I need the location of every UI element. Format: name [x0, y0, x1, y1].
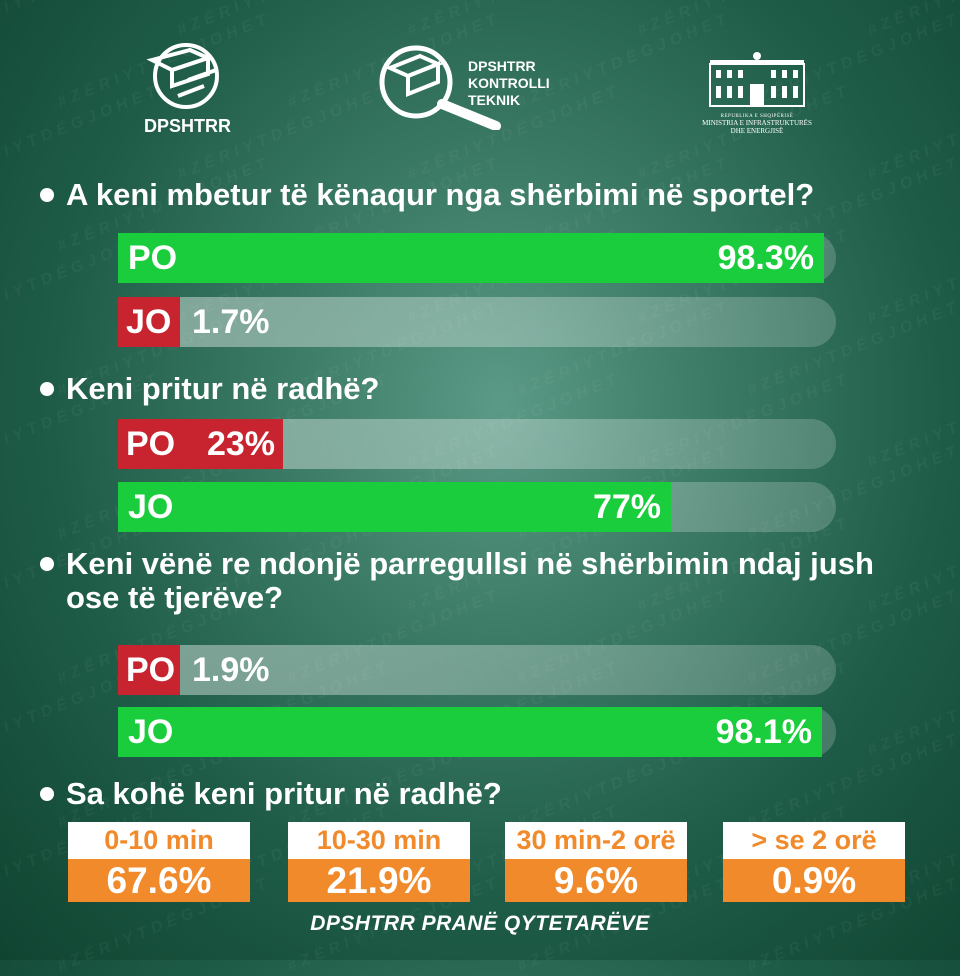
q1-bar-po: PO 98.3%: [118, 233, 836, 283]
logo-center-line-1: DPSHTRR: [468, 58, 536, 74]
bullet-icon: [40, 787, 54, 801]
wait-time-category: 0-10 min: [68, 822, 250, 859]
bar-category-label: JO: [128, 487, 174, 526]
question-4: Sa kohë keni pritur në radhë?: [40, 777, 502, 811]
bar-value-label: 98.1%: [715, 712, 812, 751]
question-1: A keni mbetur të kënaqur nga shërbimi në…: [40, 178, 814, 212]
bar-category-label: PO: [128, 238, 178, 277]
dpshtrr-logo-icon: [146, 43, 219, 109]
watermark-text: #ZËRIYTDËGJOHET: [0, 0, 164, 40]
wait-time-box-4: > se 2 orë 0.9%: [723, 822, 905, 902]
bullet-icon: [40, 382, 54, 396]
q2-bar-jo: JO 77%: [118, 482, 836, 532]
kontrolli-teknik-logo: DPSHTRR KONTROLLI TEKNIK: [376, 42, 576, 132]
bar-category-label: PO: [126, 650, 176, 689]
bar-fill: JO 77%: [118, 482, 671, 532]
q3-bar-po: PO 1.9%: [118, 645, 836, 695]
bar-value-label: 1.9%: [192, 651, 270, 689]
watermark-text: #ZËRIYTDËGJOHET: [865, 82, 960, 184]
bar-value-label: 77%: [592, 487, 661, 526]
watermark-text: #ZËRIYTDËGJOHET: [865, 0, 960, 40]
wait-time-box-3: 30 min-2 orë 9.6%: [505, 822, 687, 902]
bar-category-label: JO: [128, 712, 174, 751]
wait-time-box-2: 10-30 min 21.9%: [288, 822, 470, 902]
logo-center-line-2: KONTROLLI: [468, 75, 550, 91]
wait-time-category: > se 2 orë: [723, 822, 905, 859]
wait-time-value: 0.9%: [723, 859, 905, 902]
ministry-text-line-1: REPUBLIKA E SHQIPËRISË: [720, 114, 794, 119]
bar-fill: PO: [118, 645, 180, 695]
wait-time-value: 67.6%: [68, 859, 250, 902]
bar-fill: PO 23%: [118, 419, 283, 469]
wait-time-value: 21.9%: [288, 859, 470, 902]
bar-fill: JO: [118, 297, 180, 347]
wait-time-category: 10-30 min: [288, 822, 470, 859]
logo-left-text: DPSHTRR: [144, 116, 232, 136]
q3-bar-jo: JO 98.1%: [118, 707, 836, 757]
watermark-text: #ZËRIYTDËGJOHET: [175, 0, 394, 40]
bar-value-label: 1.7%: [192, 303, 270, 341]
watermark-text: #ZËRIYTDËGJOHET: [405, 0, 624, 40]
bar-value-label: 98.3%: [717, 238, 814, 277]
logo-center-line-3: TEKNIK: [468, 92, 521, 108]
dpshtrr-logo: DPSHTRR: [138, 40, 238, 137]
ministry-logo: REPUBLIKA E SHQIPËRISË MINISTRIA E INFRA…: [694, 52, 820, 136]
question-2-text: Keni pritur në radhë?: [66, 371, 380, 406]
bar-fill: PO 98.3%: [118, 233, 824, 283]
question-3-text: Keni vënë re ndonjë parregullsi në shërb…: [66, 546, 874, 615]
bullet-icon: [40, 188, 54, 202]
wait-time-box-1: 0-10 min 67.6%: [68, 822, 250, 902]
ministry-text-line-3: DHE ENERGJISË: [730, 127, 784, 135]
q2-bar-po: PO 23%: [118, 419, 836, 469]
watermark-text: #ZËRIYTDËGJOHET: [865, 370, 960, 472]
question-3: Keni vënë re ndonjë parregullsi në shërb…: [40, 547, 920, 615]
q1-bar-jo: JO 1.7%: [118, 297, 836, 347]
bar-fill: JO 98.1%: [118, 707, 822, 757]
watermark-text: #ZËRIYTDËGJOHET: [865, 226, 960, 328]
watermark-text: #ZËRIYTDËGJOHET: [635, 0, 854, 40]
magnifier-logo-icon: [379, 45, 501, 130]
wait-time-value: 9.6%: [505, 859, 687, 902]
ministry-text-line-2: MINISTRIA E INFRASTRUKTURËS: [702, 119, 812, 127]
bar-value-label: 23%: [206, 424, 275, 463]
watermark-text: #ZËRIYTDËGJOHET: [865, 658, 960, 760]
bar-category-label: JO: [126, 302, 172, 341]
question-1-text: A keni mbetur të kënaqur nga shërbimi në…: [66, 177, 815, 212]
question-2: Keni pritur në radhë?: [40, 372, 379, 406]
ministry-building-icon: [709, 52, 805, 107]
bullet-icon: [40, 557, 54, 571]
footer-slogan: DPSHTRR PRANË QYTETARËVE: [310, 912, 650, 935]
wait-time-category: 30 min-2 orë: [505, 822, 687, 859]
question-4-text: Sa kohë keni pritur në radhë?: [66, 776, 502, 811]
bar-category-label: PO: [126, 424, 176, 463]
